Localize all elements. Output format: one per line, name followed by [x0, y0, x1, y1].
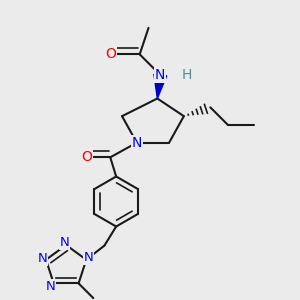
- Text: N: N: [60, 236, 70, 249]
- Text: N: N: [132, 136, 142, 150]
- Text: N: N: [45, 280, 55, 293]
- Text: O: O: [81, 150, 92, 164]
- Text: N: N: [38, 252, 47, 265]
- Text: O: O: [105, 47, 116, 61]
- Polygon shape: [154, 74, 167, 98]
- Text: H: H: [182, 68, 192, 82]
- Text: N: N: [84, 251, 94, 264]
- Text: N: N: [155, 68, 166, 82]
